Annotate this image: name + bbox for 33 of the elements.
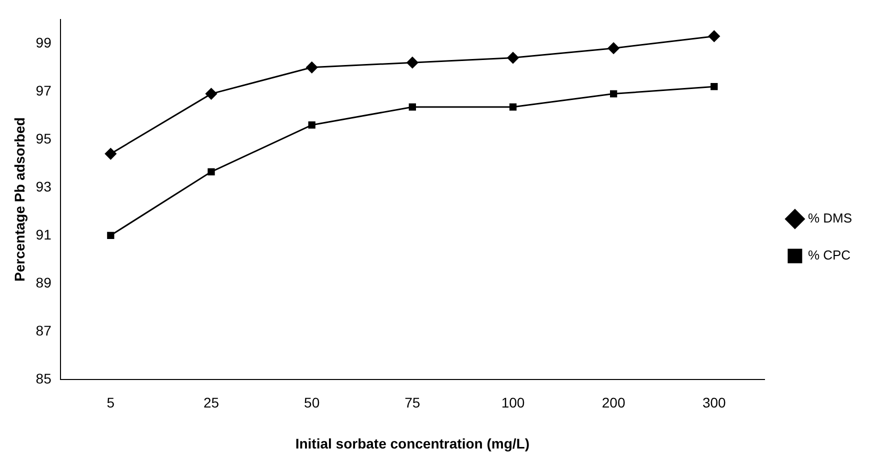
x-tick-label: 50 (304, 394, 320, 411)
y-tick-label: 93 (36, 178, 52, 194)
point (708, 30, 720, 42)
x-tick-label: 300 (702, 394, 726, 411)
point (107, 232, 114, 239)
point (306, 62, 318, 74)
x-tick-label: 75 (404, 394, 420, 411)
point (509, 103, 517, 111)
y-tick-label: 87 (36, 322, 52, 338)
x-tick-label: 200 (602, 394, 626, 411)
x-tick-label: 25 (203, 394, 220, 411)
x-axis-title: Initial sorbate concentration (mg/L) (295, 435, 530, 452)
x-tick-label: 100 (501, 394, 525, 411)
point (104, 148, 116, 160)
point (608, 42, 620, 54)
y-tick-label: 99 (36, 34, 52, 50)
point (610, 90, 618, 98)
point (710, 83, 718, 90)
y-tick-label: 89 (36, 274, 52, 290)
legend-label: % DMS (808, 210, 852, 226)
y-axis-title: Percentage Pb adsorbed (11, 117, 28, 282)
point (208, 168, 215, 176)
y-tick-label: 85 (36, 370, 52, 386)
y-tick-label: 95 (36, 130, 52, 146)
y-tick-label: 91 (36, 226, 52, 242)
point (406, 56, 418, 68)
point (205, 88, 217, 100)
point (507, 52, 519, 64)
point (408, 103, 416, 111)
y-tick-label: 97 (36, 82, 52, 98)
x-tick-label: 5 (106, 394, 115, 411)
legend-label: % CPC (808, 248, 851, 263)
point (308, 121, 316, 129)
